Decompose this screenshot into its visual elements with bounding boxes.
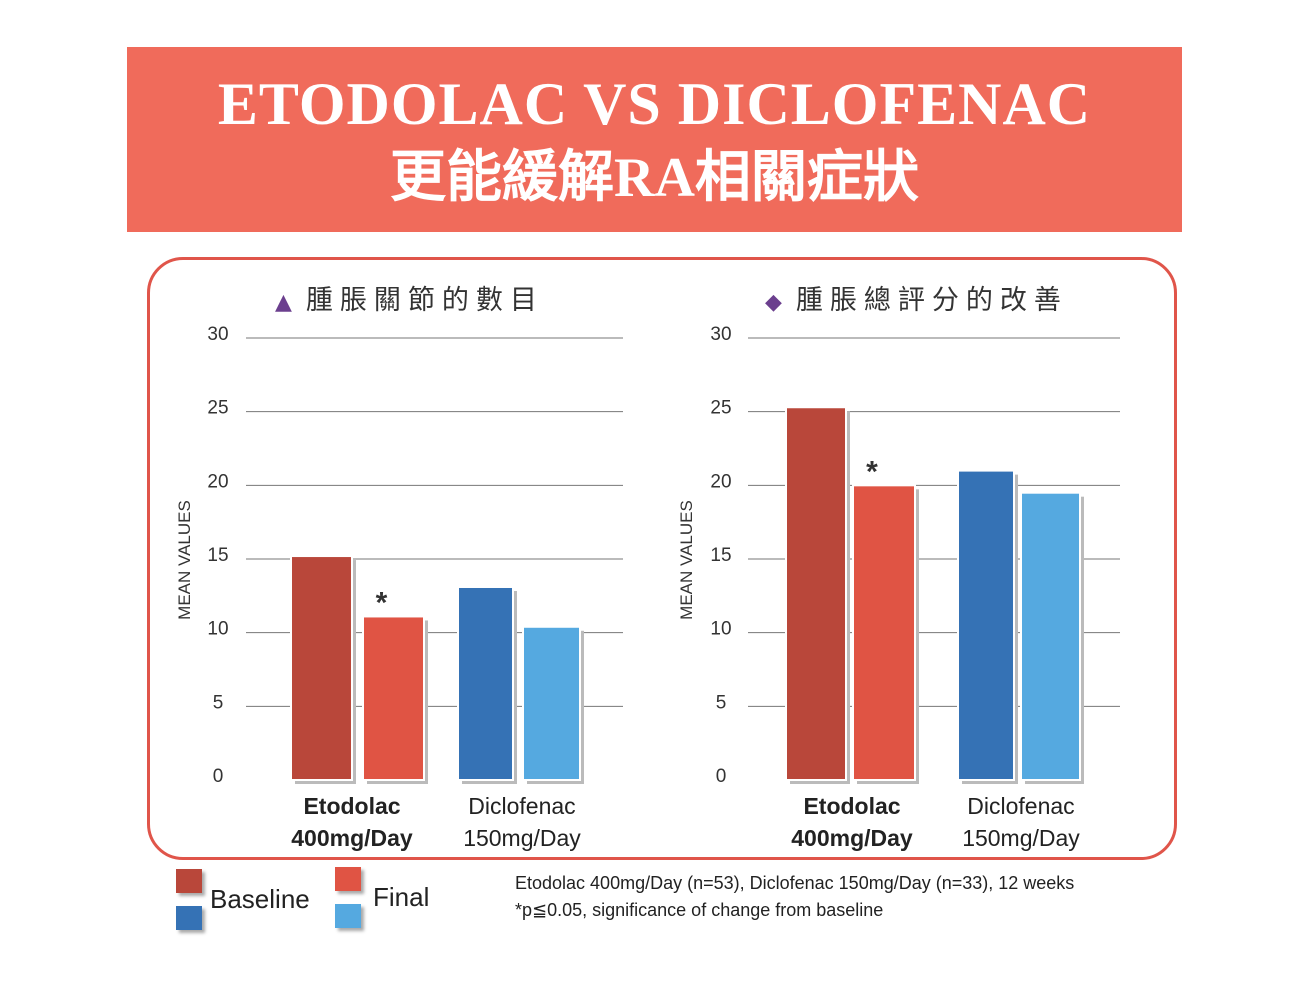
bar-etodolac-baseline (785, 406, 847, 781)
y-tick-label: 0 (213, 766, 224, 787)
y-tick-label: 10 (710, 619, 731, 640)
y-tick-label: 5 (716, 692, 727, 713)
triangle-icon: ▲ (275, 290, 292, 315)
y-tick-label: 0 (716, 766, 727, 787)
x-group-label: Etodolac (803, 793, 900, 819)
y-tick-label: 5 (213, 692, 224, 713)
y-tick-label: 20 (207, 471, 228, 492)
y-tick-label: 30 (207, 324, 228, 345)
bar-etodolac-final (852, 484, 916, 781)
legend-swatch-eto-baseline (176, 869, 202, 893)
bar-diclofenac-baseline (957, 469, 1015, 781)
y-tick-label: 30 (710, 324, 731, 345)
title-banner: ETODOLAC VS DICLOFENAC 更能緩解RA相關症狀 (127, 47, 1182, 232)
bar-etodolac-baseline (290, 555, 353, 782)
x-group-label: Diclofenac (967, 793, 1074, 819)
legend-swatch-diclo-final (335, 904, 361, 928)
chart-title-text: 腫脹關節的數目 (305, 285, 544, 316)
y-tick-label: 20 (710, 471, 731, 492)
chart-title-right: ◆ 腫脹總評分的改善 (765, 278, 1068, 317)
y-tick-label: 25 (710, 398, 731, 419)
significance-asterisk: * (866, 455, 878, 488)
chart-title-left: ▲ 腫脹關節的數目 (275, 278, 544, 317)
y-tick-label: 10 (207, 619, 228, 640)
footnote-2: *p≦0.05, significance of change from bas… (515, 900, 884, 920)
diamond-icon: ◆ (765, 290, 782, 315)
x-group-dose: 400mg/Day (791, 825, 913, 851)
y-tick-label: 15 (710, 545, 731, 566)
x-group-dose: 150mg/Day (463, 825, 581, 851)
bar-diclofenac-baseline (457, 585, 514, 782)
footnote-1: Etodolac 400mg/Day (n=53), Diclofenac 15… (515, 873, 1075, 893)
title-line-2: 更能緩解RA相關症狀 (390, 147, 919, 209)
chart-panel (147, 257, 1177, 860)
x-group-dose: 400mg/Day (291, 825, 413, 851)
bar-diclofenac-final (522, 625, 581, 781)
legend-final: Final (373, 882, 430, 912)
legend-swatch-eto-final (335, 867, 361, 891)
significance-asterisk: * (376, 586, 388, 619)
x-group-label: Diclofenac (468, 793, 575, 819)
bar-diclofenac-final (1020, 491, 1081, 781)
y-tick-label: 25 (207, 398, 228, 419)
y-axis-label: MEAN VALUES (175, 500, 194, 620)
legend-swatch-diclo-baseline (176, 906, 202, 930)
y-tick-label: 15 (207, 545, 228, 566)
legend-baseline: Baseline (210, 884, 310, 914)
y-axis-label: MEAN VALUES (677, 500, 696, 620)
chart-title-text: 腫脹總評分的改善 (795, 285, 1068, 316)
x-group-dose: 150mg/Day (962, 825, 1080, 851)
x-group-label: Etodolac (303, 793, 400, 819)
bar-etodolac-final (362, 615, 425, 782)
title-line-1: ETODOLAC VS DICLOFENAC (217, 71, 1092, 137)
